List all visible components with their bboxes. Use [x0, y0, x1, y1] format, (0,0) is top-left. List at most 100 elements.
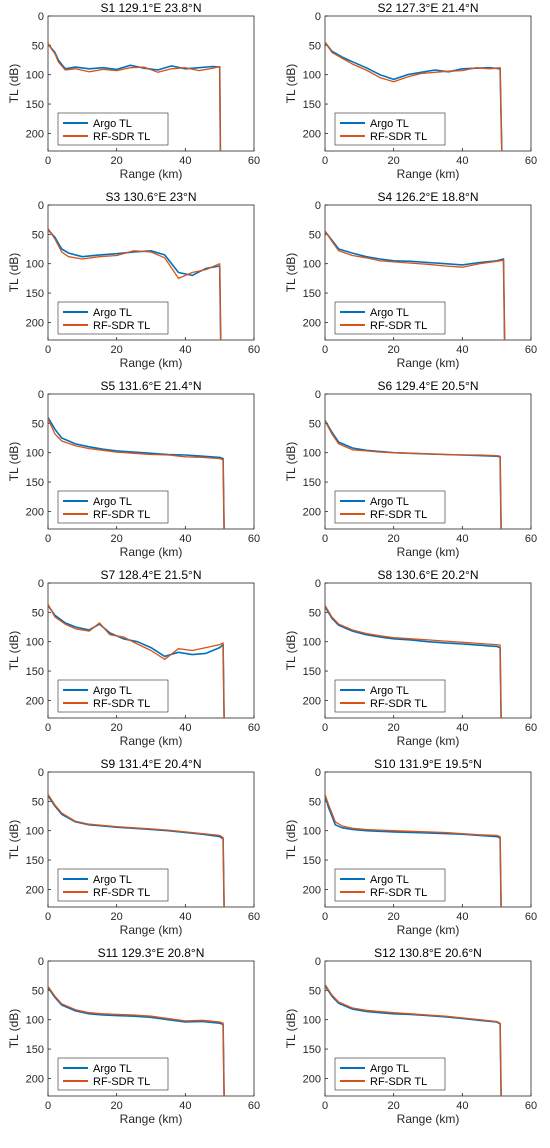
y-tick-label: 100: [26, 826, 44, 838]
x-tick-label: 40: [179, 344, 191, 356]
legend-label: Argo TL: [370, 685, 409, 697]
series-line-rf-sdr: [48, 603, 225, 718]
x-tick-label: 0: [322, 533, 328, 545]
y-tick-label: 0: [38, 11, 44, 23]
x-tick-label: 20: [388, 344, 400, 356]
y-tick-label: 200: [26, 506, 44, 518]
legend-label: Argo TL: [93, 685, 132, 697]
y-axis-label: TL (dB): [7, 820, 21, 860]
y-axis-label: TL (dB): [284, 253, 298, 293]
subplot-11: S11 129.3°E 20.8°N 0 20 40 60 0 50 100 150 200 Ran…: [7, 946, 260, 1126]
y-tick-label: 150: [26, 477, 44, 489]
x-tick-label: 0: [45, 344, 51, 356]
legend-label: Argo TL: [93, 874, 132, 886]
legend-label: Argo TL: [370, 1063, 409, 1075]
x-tick-label: 20: [111, 722, 123, 734]
x-tick-label: 20: [111, 155, 123, 167]
subplot-8: S8 130.6°E 20.2°N 0 20 40 60 0 50 100 150 200 Rang…: [284, 568, 537, 748]
x-tick-label: 0: [45, 722, 51, 734]
legend-label: RF-SDR TL: [370, 131, 427, 143]
y-tick-label: 200: [26, 695, 44, 707]
x-tick-label: 20: [388, 533, 400, 545]
y-tick-label: 100: [26, 259, 44, 271]
y-tick-label: 50: [32, 796, 44, 808]
y-tick-label: 100: [26, 637, 44, 649]
y-tick-label: 50: [309, 418, 321, 430]
legend-box: [57, 112, 169, 146]
subplot-title: S5 131.6°E 21.4°N: [101, 379, 202, 393]
legend-label: RF-SDR TL: [93, 1076, 150, 1088]
y-axis-label: TL (dB): [7, 442, 21, 482]
y-tick-label: 200: [26, 128, 44, 140]
x-tick-label: 0: [322, 911, 328, 923]
subplot-title: S3 130.6°E 23°N: [106, 190, 197, 204]
series-line-argo: [48, 417, 225, 529]
x-tick-label: 40: [179, 155, 191, 167]
y-tick-label: 200: [26, 884, 44, 896]
y-tick-label: 100: [26, 448, 44, 460]
x-axis-label: Range (km): [120, 734, 183, 748]
x-tick-label: 60: [525, 1100, 537, 1112]
series-line-argo: [325, 230, 506, 340]
legend-label: RF-SDR TL: [370, 1076, 427, 1088]
x-axis-label: Range (km): [397, 545, 460, 559]
y-tick-label: 50: [32, 40, 44, 52]
y-tick-label: 50: [32, 229, 44, 241]
legend-box: [57, 1057, 169, 1091]
series-line-argo: [48, 43, 222, 151]
legend-label: Argo TL: [370, 118, 409, 130]
legend-label: RF-SDR TL: [93, 509, 150, 521]
legend-label: Argo TL: [370, 307, 409, 319]
legend-box: [57, 868, 169, 902]
y-tick-label: 200: [26, 317, 44, 329]
x-tick-label: 20: [388, 155, 400, 167]
x-tick-label: 60: [525, 911, 537, 923]
x-tick-label: 40: [456, 722, 468, 734]
y-tick-label: 200: [303, 128, 321, 140]
subplot-4: S4 126.2°E 18.8°N 0 20 40 60 0 50 100 150 200 Rang…: [284, 190, 537, 370]
x-tick-label: 60: [248, 155, 260, 167]
y-axis-label: TL (dB): [284, 442, 298, 482]
x-tick-label: 20: [111, 344, 123, 356]
y-tick-label: 150: [26, 1044, 44, 1056]
y-tick-label: 0: [38, 389, 44, 401]
y-tick-label: 0: [38, 200, 44, 212]
series-line-rf-sdr: [325, 420, 502, 529]
legend-label: RF-SDR TL: [370, 320, 427, 332]
x-axis-label: Range (km): [397, 1112, 460, 1126]
y-tick-label: 100: [303, 259, 321, 271]
x-tick-label: 40: [456, 1100, 468, 1112]
series-line-rf-sdr: [48, 228, 222, 340]
legend-box: [334, 679, 446, 713]
y-tick-label: 150: [303, 288, 321, 300]
subplot-2: S2 127.3°E 21.4°N 0 20 40 60 0 50 100 150 200 Rang…: [284, 1, 537, 181]
x-tick-label: 60: [248, 1100, 260, 1112]
y-tick-label: 150: [26, 99, 44, 111]
subplot-title: S1 129.1°E 23.8°N: [101, 1, 202, 15]
x-tick-label: 0: [322, 344, 328, 356]
y-axis-label: TL (dB): [7, 253, 21, 293]
x-tick-label: 0: [322, 1100, 328, 1112]
x-tick-label: 20: [388, 1100, 400, 1112]
x-axis-label: Range (km): [397, 356, 460, 370]
legend-box: [334, 868, 446, 902]
legend-label: Argo TL: [370, 874, 409, 886]
y-tick-label: 150: [303, 1044, 321, 1056]
x-axis-label: Range (km): [120, 167, 183, 181]
y-tick-label: 150: [303, 99, 321, 111]
y-tick-label: 50: [32, 418, 44, 430]
series-line-rf-sdr: [325, 230, 506, 340]
legend-box: [334, 112, 446, 146]
subplot-title: S12 130.8°E 20.6°N: [374, 946, 482, 960]
x-tick-label: 40: [179, 1100, 191, 1112]
legend-box: [57, 301, 169, 335]
y-axis-label: TL (dB): [284, 820, 298, 860]
y-tick-label: 0: [315, 767, 321, 779]
y-tick-label: 150: [26, 288, 44, 300]
y-axis-label: TL (dB): [7, 631, 21, 671]
series-line-rf-sdr: [48, 985, 225, 1096]
series-line-argo: [325, 606, 502, 718]
x-tick-label: 40: [456, 533, 468, 545]
y-tick-label: 0: [38, 767, 44, 779]
